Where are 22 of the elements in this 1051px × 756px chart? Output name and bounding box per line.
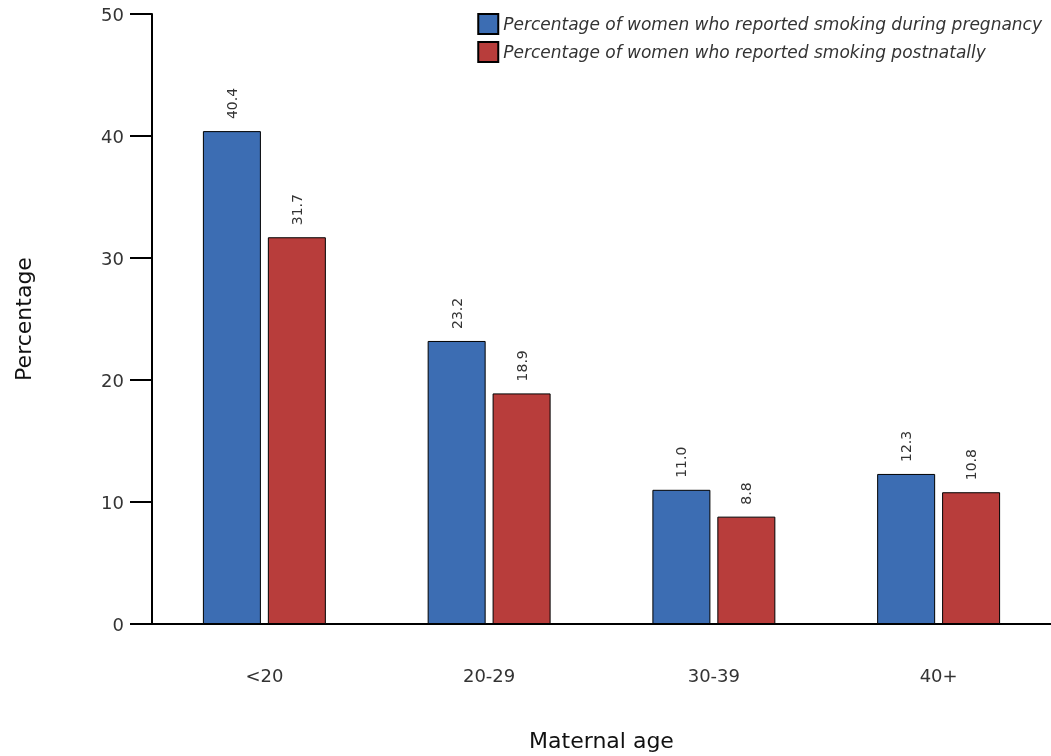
x-tick-label: <20 (245, 664, 284, 686)
y-tick-label: 10 (101, 491, 124, 513)
x-tick-label: 30-39 (687, 664, 741, 686)
y-tick-label: 30 (101, 247, 124, 269)
data-label: 8.8 (738, 482, 755, 505)
data-label: 12.3 (898, 430, 915, 462)
y-tick-label: 40 (101, 125, 124, 147)
y-tick-label: 20 (101, 369, 124, 391)
x-axis-title: Maternal age (529, 727, 674, 753)
data-label: 40.4 (223, 87, 240, 120)
legend-label: Percentage of women who reported smoking postnatally (503, 42, 987, 62)
data-label: 11.0 (673, 446, 690, 478)
data-label: 10.8 (963, 449, 980, 481)
y-tick-label: 50 (101, 3, 124, 25)
y-tick-label: 0 (112, 613, 124, 635)
y-axis-title: Percentage (10, 257, 36, 381)
data-label: 23.2 (448, 297, 465, 329)
data-label: 31.7 (288, 194, 305, 226)
data-label: 18.9 (513, 350, 530, 382)
x-tick-label: 40+ (919, 664, 958, 686)
x-tick-label: 20-29 (462, 664, 516, 686)
legend-label: Percentage of women who reported smoking during pregnancy (503, 14, 1043, 34)
